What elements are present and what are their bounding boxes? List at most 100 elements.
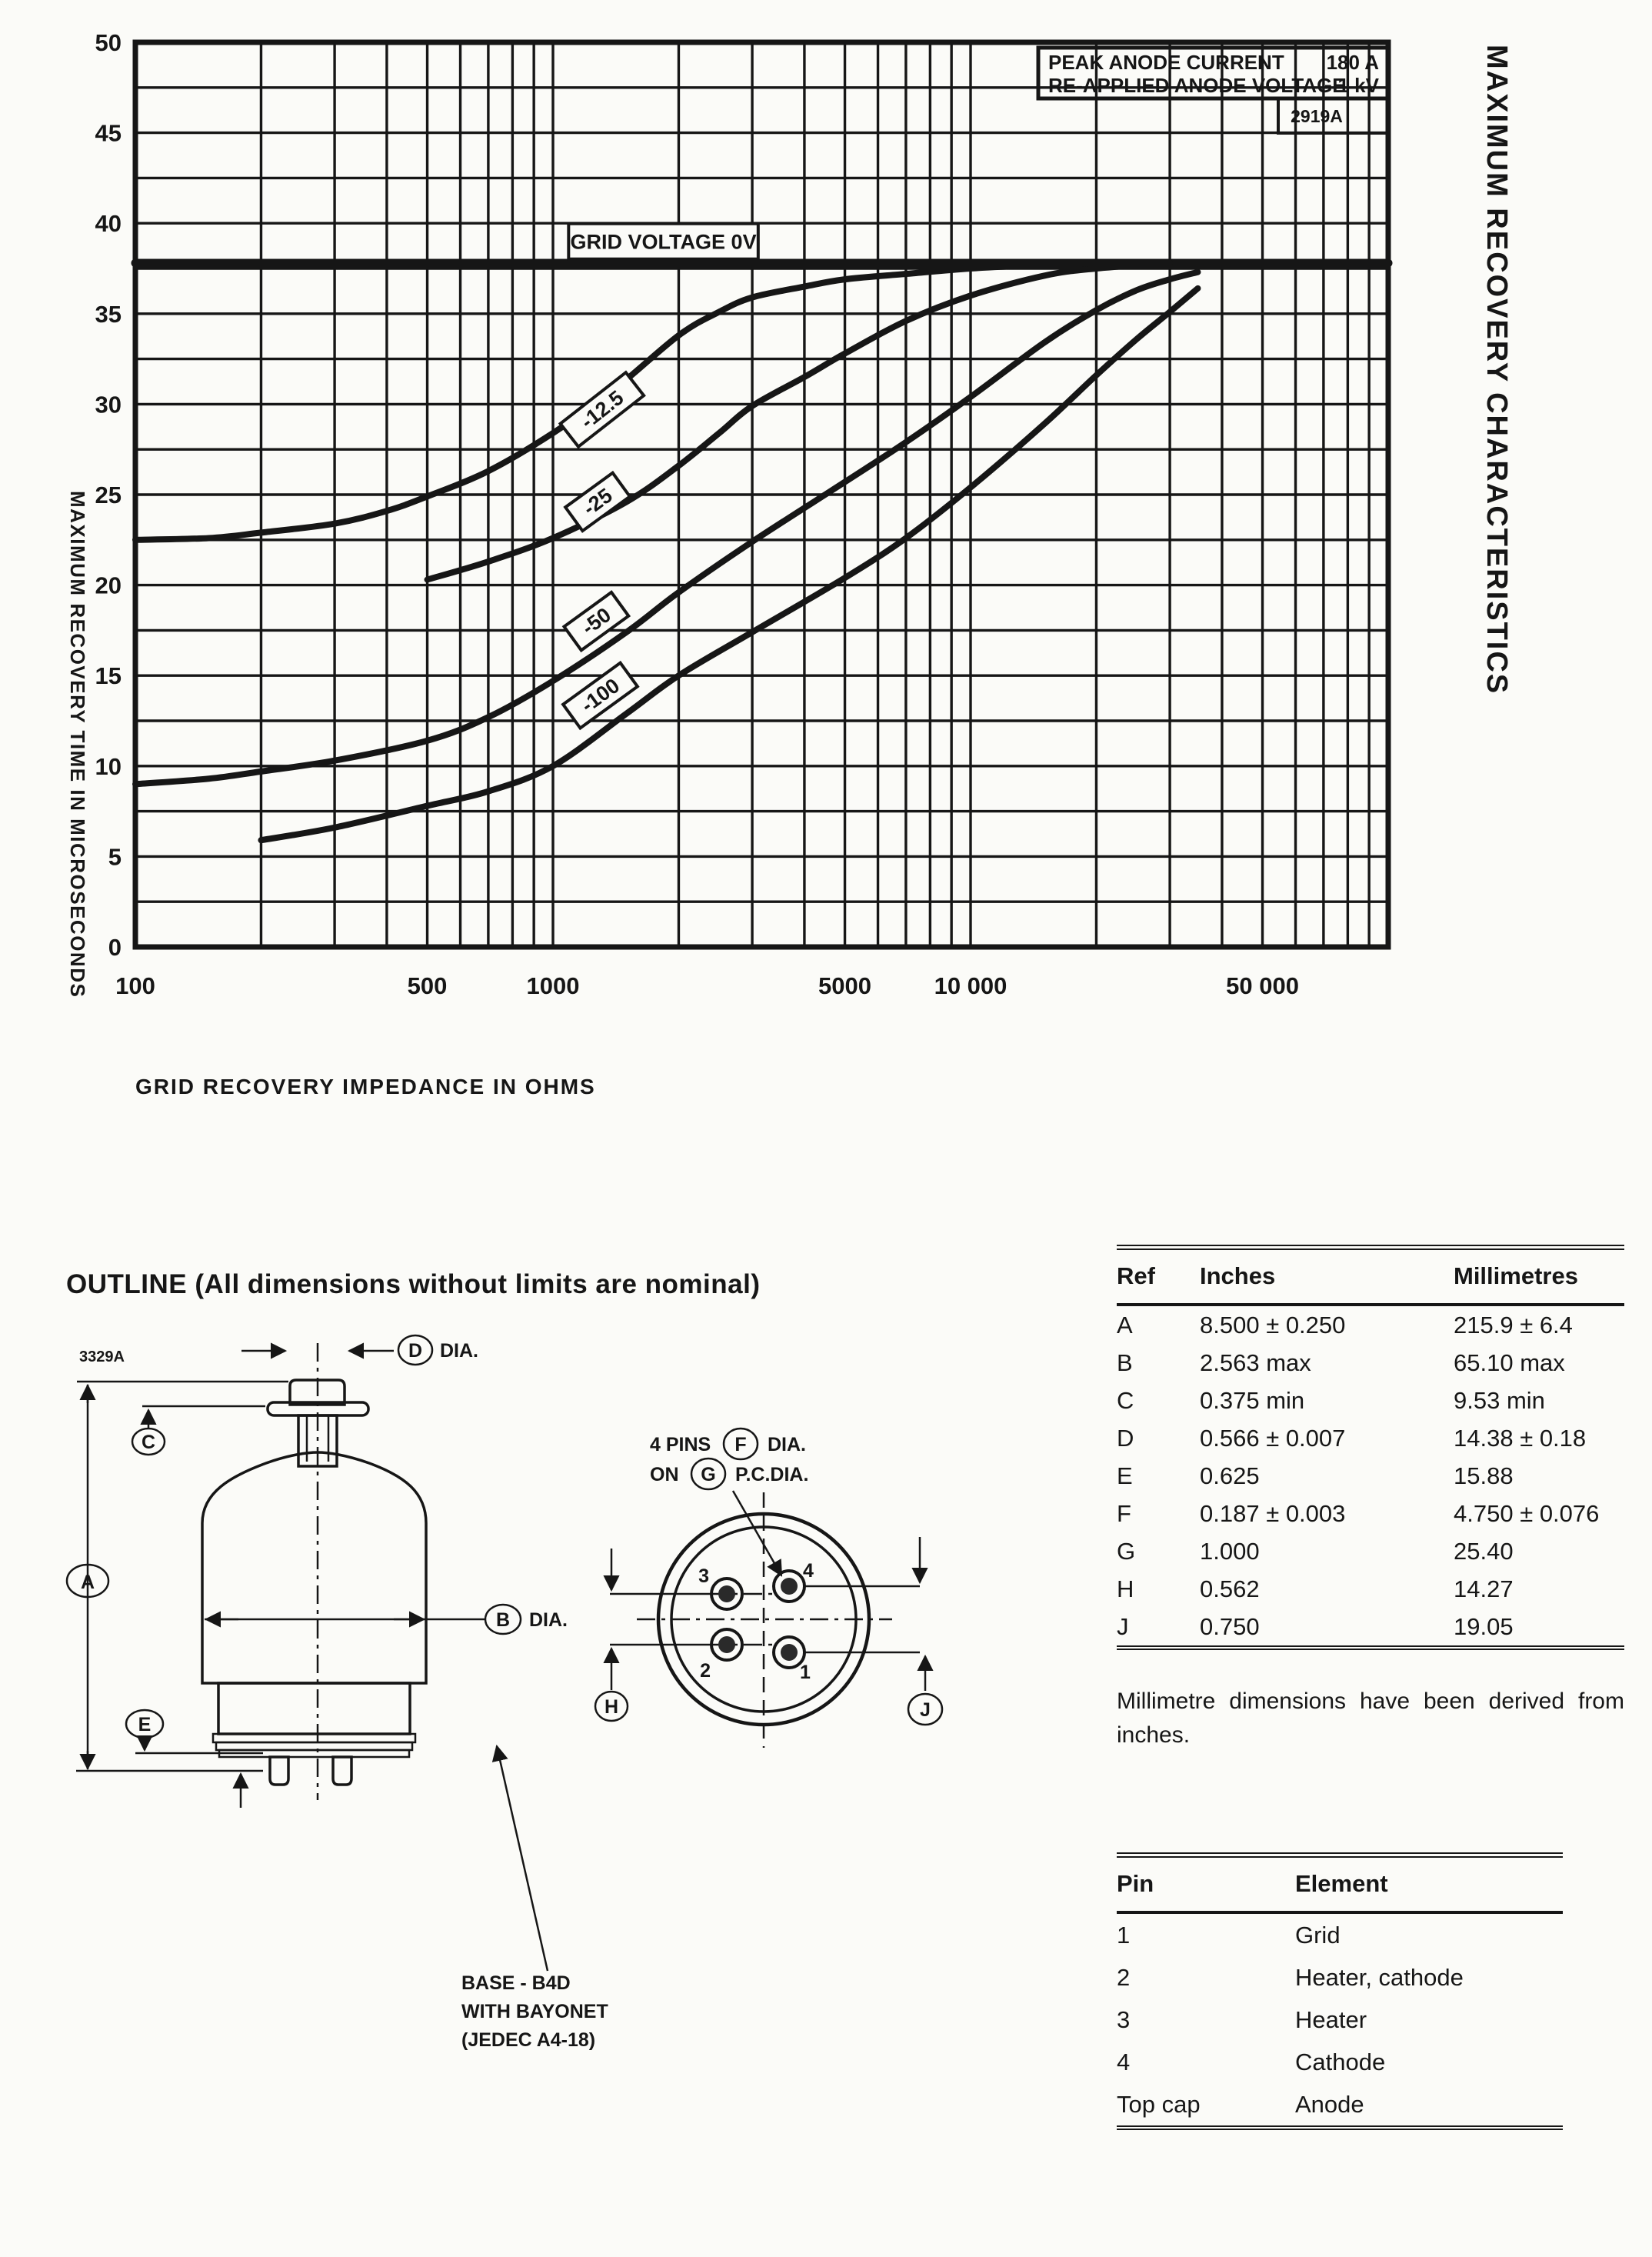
table-cell: F <box>1117 1500 1131 1527</box>
dimensions-table: Ref Inches Millimetres A 8.500 ± 0.250 215… <box>1117 1245 1624 1650</box>
chart-annotations: GRID VOLTAGE 0V <box>567 222 760 261</box>
tube-neck <box>297 1414 338 1468</box>
column-header: Millimetres <box>1454 1262 1578 1289</box>
pin-number: 4 <box>803 1560 814 1582</box>
callout-circle-G <box>690 1457 727 1491</box>
table-cell: 1 <box>1117 1922 1131 1949</box>
y-tick-label: 35 <box>95 301 122 328</box>
base-note-line: WITH BAYONET <box>461 2001 608 2022</box>
callout-letter: F <box>734 1434 746 1455</box>
chart-title-vertical: MAXIMUM RECOVERY CHARACTERISTICS <box>1480 45 1513 695</box>
x-tick-label: 10 000 <box>934 972 1008 999</box>
table-cell: Anode <box>1295 2091 1364 2118</box>
curve-label--12.5: -12.5 <box>558 370 646 449</box>
top-cap <box>288 1379 346 1406</box>
figure-code: 2919A <box>1291 106 1343 126</box>
y-tick-label: 0 <box>108 934 122 961</box>
dia-label: DIA. <box>529 1609 568 1631</box>
drawing-code: 3329A <box>79 1349 125 1365</box>
callout-letter: J <box>920 1699 931 1721</box>
column-header: Inches <box>1200 1262 1276 1289</box>
pin-diagram: 3 4 2 1 H J 4 PINS F DIA. ON G P.C.DIA. <box>594 1427 944 1748</box>
table-cell: 2.563 max <box>1200 1349 1311 1376</box>
table-cell: 0.750 <box>1200 1613 1260 1640</box>
callout-letter: E <box>138 1714 152 1735</box>
callout-circle-F <box>722 1427 759 1461</box>
table-cell: 19.05 <box>1454 1613 1514 1640</box>
table-cell: J <box>1117 1613 1129 1640</box>
table-cell: 14.27 <box>1454 1575 1514 1602</box>
conditions-box: PEAK ANODE CURRENT 180 A RE-APPLIED ANOD… <box>1036 45 1391 101</box>
table-cell: Top cap <box>1117 2091 1201 2118</box>
table-cell: G <box>1117 1538 1136 1565</box>
pin-3 <box>710 1577 744 1611</box>
callout-circle-A <box>65 1563 110 1599</box>
pin-number: 1 <box>800 1662 811 1683</box>
table-header-row: Pin Element <box>1117 1855 1563 1912</box>
y-tick-label: 5 <box>108 843 122 870</box>
tube-body <box>201 1451 428 1685</box>
pin-element-table: Pin Element 1 Grid 2 Heater, cathode 3 Heater… <box>1117 1852 1563 2130</box>
pin-1 <box>772 1635 806 1669</box>
tube-base-shell <box>217 1682 411 1735</box>
x-tick-label: 100 <box>115 972 155 999</box>
curve-label--50: -50 <box>561 590 631 653</box>
table-cell: 0.375 min <box>1200 1387 1305 1414</box>
y-tick-label: 20 <box>95 572 122 599</box>
table-row: 3 Heater <box>1117 1999 1563 2041</box>
y-tick-label: 15 <box>95 662 122 689</box>
y-tick-label: 10 <box>95 753 122 780</box>
table-cell: 0.562 <box>1200 1575 1260 1602</box>
table-cell: 1.000 <box>1200 1538 1260 1565</box>
table-cell: 9.53 min <box>1454 1387 1545 1414</box>
table-row: D 0.566 ± 0.007 14.38 ± 0.18 <box>1117 1419 1624 1457</box>
pin-2 <box>710 1628 744 1662</box>
tube-outline-drawing: 3329A D DIA. C B <box>65 1334 608 2051</box>
curve-label--100: -100 <box>561 660 640 731</box>
table-cell: 14.38 ± 0.18 <box>1454 1425 1587 1452</box>
callout-letter: B <box>496 1609 510 1631</box>
table-cell: Heater, cathode <box>1295 1964 1464 1991</box>
table-cell: 4 <box>1117 2049 1131 2075</box>
y-tick-label: 25 <box>95 482 122 508</box>
table-cell: 0.187 ± 0.003 <box>1200 1500 1346 1527</box>
callout-letter: C <box>142 1432 155 1453</box>
table-cell: Heater <box>1295 2006 1367 2033</box>
callout-letter: H <box>605 1696 618 1718</box>
base-ring <box>215 1741 414 1752</box>
table-cell: 3 <box>1117 2006 1131 2033</box>
table-cell: D <box>1117 1425 1134 1452</box>
base-pin <box>331 1755 353 1786</box>
curve-grid-voltage--25 <box>424 259 1174 583</box>
table-cell: Grid <box>1295 1922 1341 1949</box>
curve-grid-voltage--50 <box>132 268 1201 788</box>
table-row: C 0.375 min 9.53 min <box>1117 1382 1624 1419</box>
curve-label--25: -25 <box>563 470 632 533</box>
millimetre-note: Millimetre dimensions have been derived … <box>1117 1689 1624 1748</box>
callout-circle-D <box>397 1334 434 1366</box>
chart-tick-labels: 0 5 10 15 20 25 30 35 40 45 50 100 500 1000 5000 10 000… <box>95 29 1299 999</box>
y-tick-label: 50 <box>95 29 122 56</box>
callout-letter: G <box>701 1464 715 1485</box>
x-tick-label: 5000 <box>818 972 871 999</box>
table-cell: 0.566 ± 0.007 <box>1200 1425 1346 1452</box>
column-header: Pin <box>1117 1870 1154 1897</box>
y-tick-label: 45 <box>95 120 122 147</box>
table-cell: E <box>1117 1462 1133 1489</box>
pin-number: 2 <box>700 1660 711 1682</box>
table-cell: A <box>1117 1312 1133 1339</box>
condition-label: PEAK ANODE CURRENT <box>1048 51 1284 74</box>
table-cell: B <box>1117 1349 1133 1376</box>
chart-gridlines <box>134 41 1390 948</box>
outline-heading: OUTLINE (All dimensions without limits a… <box>66 1269 761 1299</box>
column-header: Ref <box>1117 1262 1155 1289</box>
x-tick-label: 50 000 <box>1226 972 1299 999</box>
figure-code-box: 2919A <box>1277 97 1390 135</box>
curve-grid-voltage--12.5 <box>132 259 1174 543</box>
callout-circle-B <box>484 1603 522 1635</box>
table-cell: H <box>1117 1575 1134 1602</box>
pin-number: 3 <box>698 1565 709 1587</box>
column-header: Element <box>1295 1870 1388 1897</box>
table-cell: 0.625 <box>1200 1462 1260 1489</box>
